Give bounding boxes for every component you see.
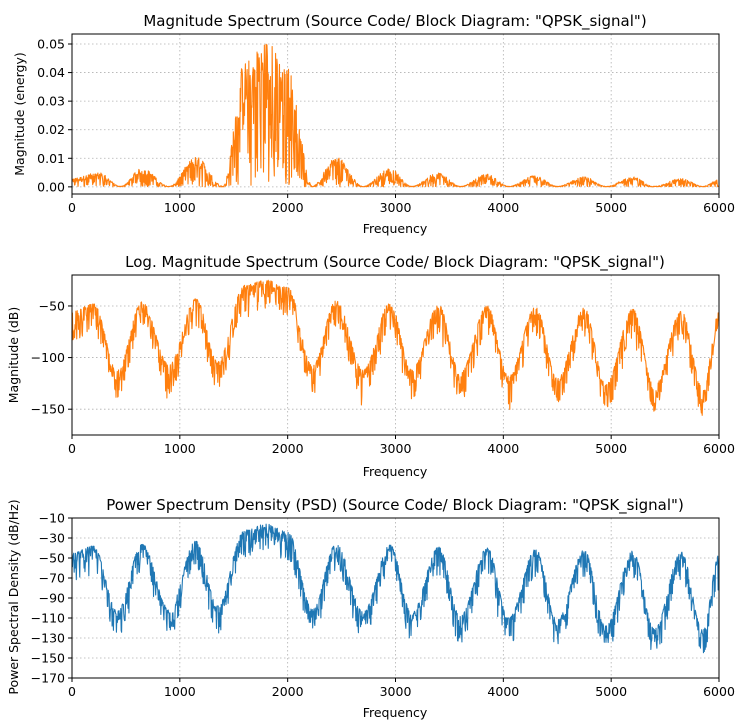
psd-ylabel: Power Spectral Density (dB/Hz) (6, 499, 21, 694)
magnitude-spectrum-ytick-label-0: 0.00 (37, 179, 65, 194)
log-magnitude-spectrum-ytick-label-1: −100 (31, 350, 65, 365)
log-magnitude-spectrum-title: Log. Magnitude Spectrum (Source Code/ Bl… (125, 253, 665, 272)
magnitude-spectrum-series-line (71, 43, 720, 188)
magnitude-spectrum-ytick-label-4: 0.04 (37, 65, 65, 80)
psd-ytick-label-5: −110 (31, 611, 65, 626)
psd-title: Power Spectrum Density (PSD) (Source Cod… (106, 496, 684, 515)
psd-ytick-label-2: −50 (39, 551, 65, 566)
psd-panel: Power Spectrum Density (PSD) (Source Cod… (6, 496, 735, 720)
psd-ytick-label-4: −90 (39, 591, 65, 606)
log-magnitude-spectrum-ylabel: Magnitude (dB) (6, 307, 21, 403)
magnitude-spectrum-xtick-label-4: 4000 (487, 200, 519, 215)
magnitude-spectrum-xtick-label-3: 3000 (380, 200, 412, 215)
log-magnitude-spectrum-xtick-label-3: 3000 (380, 441, 412, 456)
magnitude-spectrum-xtick-label-1: 1000 (164, 200, 196, 215)
log-magnitude-spectrum-xtick-label-2: 2000 (272, 441, 304, 456)
magnitude-spectrum-ytick-label-5: 0.05 (37, 37, 65, 52)
log-magnitude-spectrum-ytick-label-2: −150 (31, 402, 65, 417)
psd-xtick-label-2: 2000 (272, 684, 304, 699)
psd-xtick-label-6: 6000 (703, 684, 735, 699)
magnitude-spectrum-ytick-label-1: 0.01 (37, 151, 65, 166)
psd-xtick-label-4: 4000 (487, 684, 519, 699)
psd-series-line (71, 523, 720, 654)
psd-ytick-label-7: −150 (31, 651, 65, 666)
magnitude-spectrum-xtick-label-5: 5000 (595, 200, 627, 215)
magnitude-spectrum-xlabel: Frequency (363, 221, 428, 236)
log-magnitude-spectrum-panel: Log. Magnitude Spectrum (Source Code/ Bl… (6, 253, 735, 479)
psd-ytick-label-1: −30 (39, 531, 65, 546)
psd-xtick-label-1: 1000 (164, 684, 196, 699)
psd-ytick-label-0: −10 (39, 511, 65, 526)
psd-xtick-label-0: 0 (68, 684, 76, 699)
log-magnitude-spectrum-ytick-label-0: −50 (39, 298, 65, 313)
psd-ytick-label-6: −130 (31, 631, 65, 646)
log-magnitude-spectrum-xlabel: Frequency (363, 464, 428, 479)
log-magnitude-spectrum-xtick-label-0: 0 (68, 441, 76, 456)
log-magnitude-spectrum-xtick-label-5: 5000 (595, 441, 627, 456)
magnitude-spectrum-xtick-label-2: 2000 (272, 200, 304, 215)
magnitude-spectrum-xtick-label-0: 0 (68, 200, 76, 215)
log-magnitude-spectrum-xtick-label-6: 6000 (703, 441, 735, 456)
log-magnitude-spectrum-xtick-label-4: 4000 (487, 441, 519, 456)
magnitude-spectrum-xtick-label-6: 6000 (703, 200, 735, 215)
psd-ytick-label-8: −170 (31, 671, 65, 686)
magnitude-spectrum-panel: Magnitude Spectrum (Source Code/ Block D… (12, 12, 735, 236)
magnitude-spectrum-ylabel: Magnitude (energy) (12, 52, 27, 176)
magnitude-spectrum-title: Magnitude Spectrum (Source Code/ Block D… (143, 12, 646, 31)
psd-xtick-label-3: 3000 (380, 684, 412, 699)
psd-xlabel: Frequency (363, 705, 428, 720)
magnitude-spectrum-ytick-label-3: 0.03 (37, 94, 65, 109)
magnitude-spectrum-ytick-label-2: 0.02 (37, 122, 65, 137)
log-magnitude-spectrum-xtick-label-1: 1000 (164, 441, 196, 456)
psd-xtick-label-5: 5000 (595, 684, 627, 699)
log-magnitude-spectrum-series-line (71, 279, 720, 416)
psd-ytick-label-3: −70 (39, 571, 65, 586)
